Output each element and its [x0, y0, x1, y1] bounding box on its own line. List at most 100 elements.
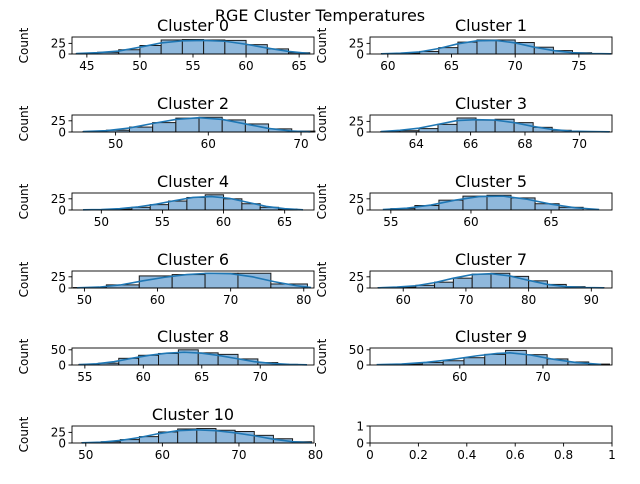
panel-6-ytick-label-1: 25 — [51, 270, 66, 284]
panel-8-xtick-label-1: 60 — [136, 370, 151, 384]
panel-0-ylabel: Count — [17, 27, 31, 63]
panel-2-ytick-label-1: 25 — [51, 114, 66, 128]
panel-3-ylabel: Count — [315, 105, 329, 141]
panel-4-xtick-label-1: 55 — [155, 215, 170, 229]
panel-3-bar-5 — [476, 120, 495, 132]
panel-6-xtick-label-1: 60 — [150, 293, 165, 307]
panel-5-xtick-label-2: 65 — [543, 215, 558, 229]
panel-7-xtick-label-3: 90 — [584, 293, 599, 307]
panel-9-title: Cluster 9 — [455, 327, 527, 346]
panel-7-bar-3 — [435, 282, 454, 288]
panel-0-xtick-label-4: 65 — [291, 59, 306, 73]
panel-3-xtick-label-3: 70 — [572, 137, 587, 151]
panel-4-xtick-label-3: 65 — [277, 215, 292, 229]
panel-3-xtick-label-0: 64 — [409, 137, 424, 151]
panel-4-bar-4 — [169, 201, 187, 210]
panel-1-ylabel: Count — [315, 27, 329, 63]
panel-2-bar-3 — [153, 123, 176, 132]
panel-8-bar-4 — [159, 353, 179, 365]
panel-3-xtick-label-2: 68 — [517, 137, 532, 151]
panel-10-xtick-label-3: 80 — [308, 448, 323, 462]
panel-4-ylabel: Count — [17, 183, 31, 219]
panel-7-xtick-label-1: 70 — [458, 293, 473, 307]
panel-9-bar-4 — [464, 358, 485, 365]
panel-11-xtick-label-5: 1 — [608, 448, 616, 462]
panel-5-ylabel: Count — [315, 183, 329, 219]
panel-10-title: Cluster 10 — [152, 405, 234, 424]
panel-3-bar-3 — [438, 124, 457, 132]
panel-10-xtick-label-2: 70 — [231, 448, 246, 462]
panel-1-xtick-label-2: 70 — [508, 59, 523, 73]
panel-3-ytick-label-1: 25 — [349, 115, 364, 129]
panel-11-axes-frame — [370, 426, 612, 443]
panel-0-ytick-label-1: 25 — [51, 37, 66, 51]
panel-2-bar-4 — [176, 118, 199, 132]
panel-6-xtick-label-3: 80 — [296, 293, 311, 307]
panel-7-bar-5 — [472, 274, 491, 288]
panel-7-xtick-label-0: 60 — [396, 293, 411, 307]
figure-suptitle: RGE Cluster Temperatures — [0, 6, 640, 25]
panel-9-xtick-label-0: 60 — [452, 370, 467, 384]
panel-7-xtick-label-2: 80 — [521, 293, 536, 307]
panel-2-xtick-label-1: 60 — [201, 137, 216, 151]
panel-8-ytick-label-0: 0 — [58, 358, 66, 372]
panel-0-xtick-label-0: 45 — [79, 59, 94, 73]
panel-0-bar-6 — [204, 40, 225, 54]
panel-6-ylabel: Count — [17, 261, 31, 297]
panel-7-title: Cluster 7 — [455, 250, 527, 269]
panel-6-xtick-label-2: 70 — [223, 293, 238, 307]
panel-6-bar-4 — [205, 273, 238, 288]
panel-4-title: Cluster 4 — [157, 172, 229, 191]
panel-1-xtick-label-0: 60 — [380, 59, 395, 73]
panel-0-xtick-label-3: 60 — [238, 59, 253, 73]
panel-4-bar-5 — [187, 197, 205, 210]
panel-8-xtick-label-2: 65 — [194, 370, 209, 384]
panel-1-xtick-label-3: 75 — [571, 59, 586, 73]
panel-9-ytick-label-1: 50 — [349, 343, 364, 357]
panel-11-xtick-label-0: 0 — [366, 448, 374, 462]
panel-5-ytick-label-1: 25 — [349, 192, 364, 206]
panel-3-title: Cluster 3 — [455, 94, 527, 113]
panel-8-ytick-label-1: 50 — [51, 343, 66, 357]
panel-0-bar-5 — [182, 40, 203, 54]
panel-10-xtick-label-1: 60 — [155, 448, 170, 462]
panel-6-bar-3 — [172, 275, 205, 288]
panel-11-ytick-label-0: 0 — [356, 436, 364, 450]
panel-10-xtick-label-0: 50 — [78, 448, 93, 462]
panel-7-ytick-label-1: 25 — [349, 270, 364, 284]
panel-11-xtick-label-3: 0.6 — [506, 448, 525, 462]
panel-2-xtick-label-2: 70 — [293, 137, 308, 151]
panel-1-xtick-label-1: 65 — [444, 59, 459, 73]
panel-10-ytick-label-1: 25 — [51, 426, 66, 440]
panel-5-xtick-label-1: 60 — [463, 215, 478, 229]
panel-1-ytick-label-1: 25 — [349, 37, 364, 51]
panel-0-xtick-label-2: 55 — [185, 59, 200, 73]
panel-8-title: Cluster 8 — [157, 327, 229, 346]
panel-3-xtick-label-1: 66 — [463, 137, 478, 151]
panel-5-title: Cluster 5 — [455, 172, 527, 191]
panel-8-xtick-label-0: 55 — [77, 370, 92, 384]
panel-0-xtick-label-1: 50 — [132, 59, 147, 73]
panel-9-ytick-label-0: 0 — [356, 358, 364, 372]
panel-7-bar-4 — [453, 278, 472, 288]
panel-2-title: Cluster 2 — [157, 94, 229, 113]
panel-11-xtick-label-2: 0.4 — [457, 448, 476, 462]
panel-9-xtick-label-1: 70 — [535, 370, 550, 384]
panel-7-ylabel: Count — [315, 261, 329, 297]
panel-4-xtick-label-0: 50 — [94, 215, 109, 229]
panel-9-bar-3 — [443, 361, 464, 365]
panel-4-ytick-label-1: 25 — [51, 192, 66, 206]
panel-5-xtick-label-0: 55 — [383, 215, 398, 229]
panel-11-ytick-label-1: 1 — [356, 419, 364, 433]
panel-2-ylabel: Count — [17, 105, 31, 141]
panel-11-xtick-label-1: 0.2 — [409, 448, 428, 462]
panel-4-xtick-label-2: 60 — [216, 215, 231, 229]
panel-10-ylabel: Count — [17, 416, 31, 452]
panel-6-title: Cluster 6 — [157, 250, 229, 269]
panel-6-xtick-label-0: 50 — [77, 293, 92, 307]
panel-8-ylabel: Count — [17, 338, 31, 374]
panel-8-xtick-label-3: 70 — [253, 370, 268, 384]
panel-9-ylabel: Count — [315, 338, 329, 374]
